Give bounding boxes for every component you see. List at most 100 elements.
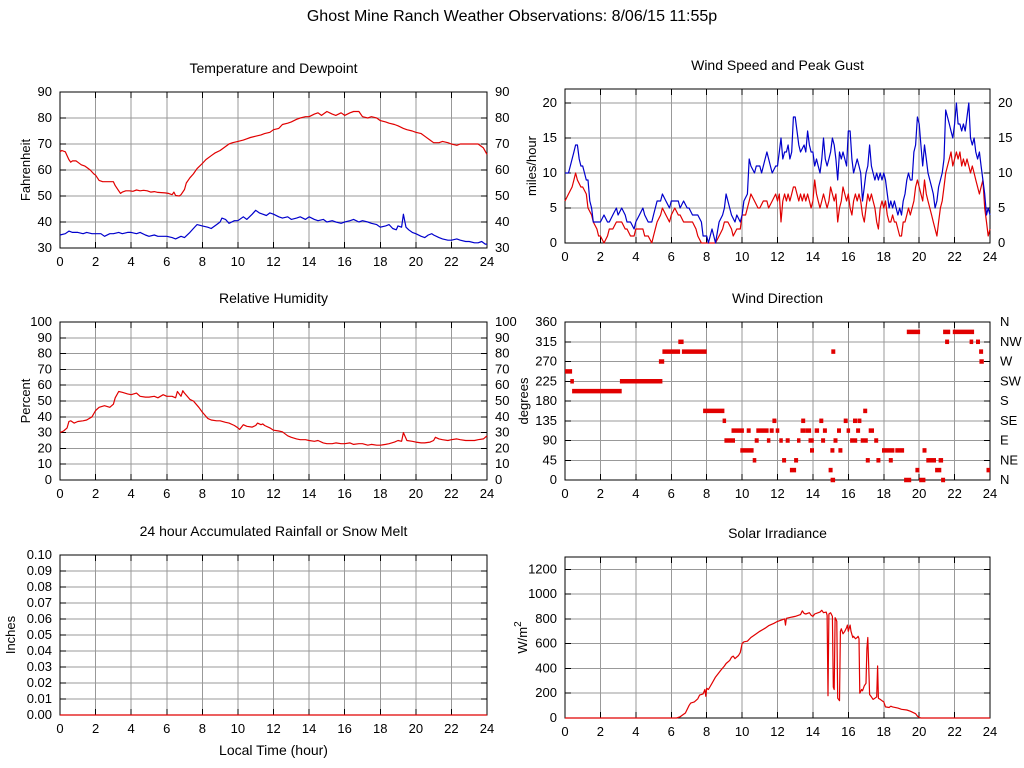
winddir-ytick-label: 315 <box>535 334 557 349</box>
rain-xtick-label: 8 <box>199 721 206 736</box>
solar-ytick-label: 400 <box>535 660 557 675</box>
wind-xtick-label: 20 <box>912 249 926 264</box>
winddir-ytick-label: 0 <box>550 472 557 487</box>
humidity-ytick-label: 60 <box>38 377 52 392</box>
solar-ytick-label: 1000 <box>528 586 557 601</box>
solar-ytick-label: 0 <box>550 710 557 725</box>
rain-xtick-label: 6 <box>163 721 170 736</box>
winddir-xtick-label: 12 <box>770 486 784 501</box>
wind-xtick-label: 0 <box>561 249 568 264</box>
solar-ytick-label: 200 <box>535 685 557 700</box>
rain-xtick-label: 12 <box>266 721 280 736</box>
wind-ytick-label: 0 <box>550 235 557 250</box>
compass-label-NW: NW <box>1000 334 1022 349</box>
temperature-ytick-label-right: 80 <box>495 110 509 125</box>
wind-ylabel: miles/hour <box>524 135 539 196</box>
winddir-ytick-label: 90 <box>543 433 557 448</box>
winddir-ylabel: degrees <box>516 377 531 424</box>
winddir-xtick-label: 24 <box>983 486 997 501</box>
winddir-xtick-label: 6 <box>668 486 675 501</box>
wind-ytick-label-right: 20 <box>998 95 1012 110</box>
humidity-ytick-label: 40 <box>38 409 52 424</box>
humidity-xtick-label: 10 <box>231 486 245 501</box>
wind-xtick-label: 14 <box>806 249 820 264</box>
humidity-xtick-label: 4 <box>128 486 135 501</box>
humidity-ytick-label-right: 50 <box>495 393 509 408</box>
rain-ytick-label: 0.07 <box>27 595 52 610</box>
humidity-xtick-label: 18 <box>373 486 387 501</box>
winddir-ytick-label: 270 <box>535 354 557 369</box>
rain-xtick-label: 2 <box>92 721 99 736</box>
compass-label-W: W <box>1000 354 1013 369</box>
solar-ytick-label: 1200 <box>528 561 557 576</box>
rain-xtick-label: 14 <box>302 721 316 736</box>
wind-ytick-label-right: 10 <box>998 165 1012 180</box>
humidity-ytick-label-right: 90 <box>495 330 509 345</box>
wind-xtick-label: 12 <box>770 249 784 264</box>
winddir-xtick-label: 14 <box>806 486 820 501</box>
rain-ytick-label: 0.02 <box>27 675 52 690</box>
winddir-xtick-label: 4 <box>632 486 639 501</box>
rain-xlabel: Local Time (hour) <box>219 742 328 758</box>
winddir-xtick-label: 18 <box>877 486 891 501</box>
winddir-xtick-label: 10 <box>735 486 749 501</box>
humidity-ytick-label-right: 100 <box>495 314 517 329</box>
humidity-ytick-label-right: 40 <box>495 409 509 424</box>
humidity-line <box>59 390 488 446</box>
humidity-xtick-label: 24 <box>480 486 494 501</box>
chart-rain: 0 2 4 6 8 10 12 14 16 18 20 22 240.000.010.020.030.0… <box>3 523 494 758</box>
winddir-ytick-label: 45 <box>543 452 557 467</box>
humidity-ytick-label: 80 <box>38 346 52 361</box>
solar-xtick-label: 14 <box>806 724 820 739</box>
humidity-ytick-label-right: 20 <box>495 440 509 455</box>
temperature-xtick-label: 20 <box>409 254 423 269</box>
rain-ytick-label: 0.05 <box>27 627 52 642</box>
solar-xtick-label: 12 <box>770 724 784 739</box>
wind-xtick-label: 22 <box>947 249 961 264</box>
wind-xtick-label: 10 <box>735 249 749 264</box>
temperature-xtick-label: 14 <box>302 254 316 269</box>
wind-ytick-label: 5 <box>550 200 557 215</box>
humidity-xtick-label: 20 <box>409 486 423 501</box>
humidity-xtick-label: 8 <box>199 486 206 501</box>
temperature-xtick-label: 12 <box>266 254 280 269</box>
humidity-ytick-label: 10 <box>38 456 52 471</box>
humidity-xtick-label: 14 <box>302 486 316 501</box>
dewpoint-line <box>59 209 487 245</box>
temperature-ytick-label: 70 <box>38 136 52 151</box>
wind-title: Wind Speed and Peak Gust <box>691 57 864 73</box>
temperature-ytick-label-right: 30 <box>495 240 509 255</box>
humidity-ytick-label-right: 10 <box>495 456 509 471</box>
temperature-ytick-label-right: 70 <box>495 136 509 151</box>
rain-ytick-label: 0.00 <box>27 707 52 722</box>
rain-ytick-label: 0.06 <box>27 611 52 626</box>
winddir-xtick-label: 2 <box>597 486 604 501</box>
rain-ytick-label: 0.09 <box>27 563 52 578</box>
rain-ytick-label: 0.10 <box>27 547 52 562</box>
winddir-xtick-label: 0 <box>561 486 568 501</box>
temperature-xtick-label: 4 <box>128 254 135 269</box>
winddir-xtick-label: 20 <box>912 486 926 501</box>
humidity-xtick-label: 16 <box>337 486 351 501</box>
winddir-ytick-label: 225 <box>535 373 557 388</box>
humidity-ytick-label: 30 <box>38 425 52 440</box>
compass-label-N: N <box>1000 314 1009 329</box>
wind-xtick-label: 8 <box>703 249 710 264</box>
wind-xtick-label: 4 <box>632 249 639 264</box>
temperature-ytick-label: 80 <box>38 110 52 125</box>
solar-xtick-label: 22 <box>947 724 961 739</box>
winddir-ytick-label: 180 <box>535 393 557 408</box>
solar-xtick-label: 0 <box>561 724 568 739</box>
wind-ytick-label: 20 <box>543 95 557 110</box>
humidity-xtick-label: 22 <box>444 486 458 501</box>
rain-title: 24 hour Accumulated Rainfall or Snow Mel… <box>140 523 408 539</box>
temperature-title: Temperature and Dewpoint <box>189 60 357 76</box>
rain-ytick-label: 0.01 <box>27 691 52 706</box>
compass-label-E: E <box>1000 433 1009 448</box>
temperature-ytick-label-right: 50 <box>495 188 509 203</box>
temperature-xtick-label: 0 <box>56 254 63 269</box>
